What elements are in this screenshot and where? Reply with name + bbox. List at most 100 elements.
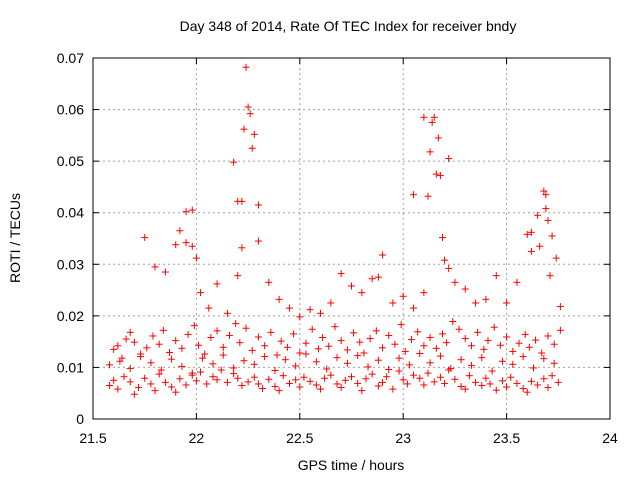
data-point [234,374,242,382]
data-point [395,367,403,375]
data-point [556,303,564,311]
data-point [130,390,138,398]
data-point [374,273,382,281]
data-point [182,381,190,389]
data-point [327,299,335,307]
data-point [316,309,324,317]
data-point [306,377,314,385]
data-point [143,344,151,352]
data-point [232,320,240,328]
data-point [182,239,190,247]
data-point [496,341,504,349]
data-point [248,346,256,354]
data-point [482,374,490,382]
chart-title: Day 348 of 2014, Rate Of TEC Index for r… [180,18,517,34]
x-tick-label: 21.5 [79,430,106,446]
data-point [337,384,345,392]
data-point [532,336,540,344]
data-point [225,331,233,339]
data-point [267,328,275,336]
data-point [312,358,320,366]
data-point [209,373,217,381]
data-point [223,378,231,386]
data-point [478,354,486,362]
data-point [110,345,118,353]
data-point [399,292,407,300]
data-point [407,336,415,344]
x-tick-label: 23.5 [493,430,520,446]
data-point [285,379,293,387]
data-point [190,322,198,330]
data-point [385,331,393,339]
x-axis-label: GPS time / hours [298,457,405,473]
data-point [314,345,322,353]
data-point [354,352,362,360]
data-point [461,285,469,293]
data-point [389,385,397,393]
data-point [275,387,283,395]
data-point [209,360,217,368]
data-point [498,357,506,365]
y-tick-label: 0 [76,411,84,427]
data-point [182,208,190,216]
data-point [467,361,475,369]
data-point [114,385,122,393]
data-point [436,352,444,360]
data-point [337,270,345,278]
data-point [527,228,535,236]
data-point [426,359,434,367]
data-point [300,373,308,381]
data-point [265,278,273,286]
data-point [486,380,494,388]
data-point [548,372,556,380]
data-point [420,381,428,389]
data-point [552,254,560,262]
data-point [556,326,564,334]
data-point [507,373,515,381]
data-point [350,329,358,337]
data-point [325,342,333,350]
data-point [451,278,459,286]
y-tick-label: 0.03 [57,256,84,272]
data-point [523,388,531,396]
data-point [250,360,258,368]
data-point [302,350,310,358]
data-point [374,356,382,364]
data-point [374,382,382,390]
x-tick-label: 23 [395,430,411,446]
data-point [410,371,418,379]
data-point [534,211,542,219]
data-point [172,241,180,249]
data-point [271,383,279,391]
data-point [546,272,554,280]
data-point [312,381,320,389]
data-point [525,343,533,351]
data-point [389,299,397,307]
y-tick-label: 0.06 [57,102,84,118]
data-point [341,376,349,384]
data-point [513,278,521,286]
data-point [391,340,399,348]
data-point [478,381,486,389]
data-point [155,370,163,378]
data-point [447,364,455,372]
data-point [248,144,256,152]
data-point [250,373,258,381]
data-point [420,113,428,121]
data-point [343,346,351,354]
data-point [536,242,544,250]
data-point [213,280,221,288]
data-point [410,304,418,312]
data-point [550,340,558,348]
data-point [544,216,552,224]
data-point [438,233,446,241]
data-point [426,148,434,156]
data-point [509,347,517,355]
data-point [116,357,124,365]
data-point [544,332,552,340]
data-point [283,343,291,351]
data-point [550,359,558,367]
data-point [240,125,248,133]
data-point [197,289,205,297]
